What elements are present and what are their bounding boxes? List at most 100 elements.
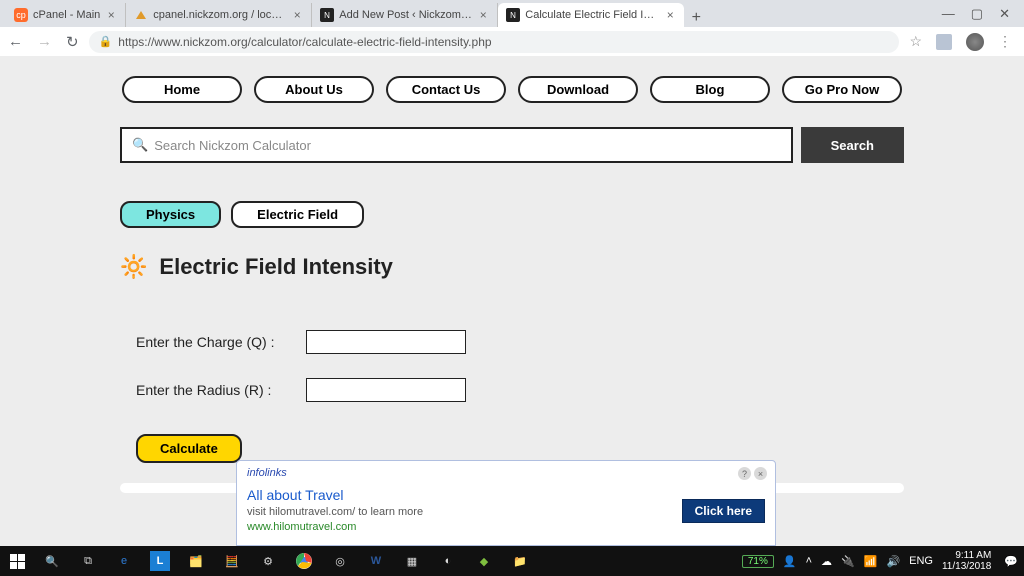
url-text: https://www.nickzom.org/calculator/calcu…: [118, 35, 491, 49]
ad-panel: infolinks ? × All about Travel visit hil…: [236, 460, 776, 546]
extension-icon[interactable]: [936, 34, 952, 50]
search-input[interactable]: 🔍 Search Nickzom Calculator: [120, 127, 793, 163]
charge-input[interactable]: [306, 330, 466, 354]
taskbar-settings-icon[interactable]: ⚙: [250, 546, 286, 576]
ad-brand: infolinks: [247, 467, 765, 479]
page-body: Home About Us Contact Us Download Blog G…: [0, 56, 1024, 546]
search-button[interactable]: Search: [801, 127, 904, 163]
tray-up-icon[interactable]: ˄: [806, 555, 812, 567]
tray-time: 9:11 AM: [942, 550, 991, 561]
windows-taskbar: 🔍 ⧉ e L 🗂️ 🧮 ⚙ ◎ W ▦ ◐ ◆ 📁 71% 👤 ˄ ☁ 🔌 📶…: [0, 546, 1024, 576]
taskbar-app-icon[interactable]: L: [150, 551, 170, 571]
tray-volume-icon[interactable]: 🔊: [886, 555, 900, 568]
browser-tab-2[interactable]: N Add New Post ‹ Nickzom Blog — ×: [312, 3, 498, 27]
sun-icon: 🔆: [120, 254, 147, 280]
ad-info-icon[interactable]: ?: [738, 467, 751, 480]
wordpress-icon: N: [320, 8, 334, 22]
calc-form: Enter the Charge (Q) : Enter the Radius …: [112, 330, 912, 463]
tray-cloud-icon[interactable]: ☁: [821, 555, 832, 568]
forward-button[interactable]: →: [37, 33, 52, 50]
browser-tab-0[interactable]: cp cPanel - Main ×: [6, 3, 126, 27]
profile-avatar[interactable]: [966, 33, 984, 51]
bookmark-icon[interactable]: ☆: [909, 33, 922, 50]
taskbar-app2-icon[interactable]: ◎: [322, 546, 358, 576]
ad-close-icon[interactable]: ×: [754, 467, 767, 480]
tab-title: Add New Post ‹ Nickzom Blog —: [339, 9, 472, 21]
taskbar-calculator-icon[interactable]: 🧮: [214, 546, 250, 576]
svg-text:N: N: [324, 11, 330, 20]
search-row: 🔍 Search Nickzom Calculator Search: [112, 127, 912, 163]
ad-controls: ? ×: [738, 467, 767, 480]
cpanel-icon: cp: [14, 8, 28, 22]
tab-title: cpanel.nickzom.org / localhost |: [153, 9, 286, 21]
reload-button[interactable]: ↻: [66, 33, 79, 51]
maximize-button[interactable]: ▢: [971, 6, 983, 22]
taskbar-app6-icon[interactable]: 📁: [502, 546, 538, 576]
nav-about[interactable]: About Us: [254, 76, 374, 103]
taskbar-chrome-icon[interactable]: [286, 546, 322, 576]
taskbar-edge-icon[interactable]: e: [106, 546, 142, 576]
main-nav: Home About Us Contact Us Download Blog G…: [112, 76, 912, 103]
taskbar-word-icon[interactable]: W: [358, 546, 394, 576]
close-icon[interactable]: ×: [291, 9, 303, 21]
taskbar-search-icon[interactable]: 🔍: [34, 546, 70, 576]
svg-text:cp: cp: [16, 10, 26, 20]
tab-title: cPanel - Main: [33, 9, 100, 21]
tray-people-icon[interactable]: 👤: [783, 555, 797, 568]
close-icon[interactable]: ×: [664, 9, 676, 21]
breadcrumb-physics[interactable]: Physics: [120, 201, 221, 228]
nav-gopro[interactable]: Go Pro Now: [782, 76, 902, 103]
page-title: Electric Field Intensity: [159, 254, 393, 280]
tray-lang[interactable]: ENG: [909, 555, 933, 567]
browser-toolbar: ← → ↻ 🔒 https://www.nickzom.org/calculat…: [0, 27, 1024, 56]
browser-tab-1[interactable]: cpanel.nickzom.org / localhost | ×: [126, 3, 312, 27]
radius-input[interactable]: [306, 378, 466, 402]
toolbar-right: ☆ ⋮: [909, 33, 1016, 51]
minimize-button[interactable]: —: [942, 6, 955, 21]
taskbar-app5-icon[interactable]: ◆: [466, 546, 502, 576]
browser-chrome: cp cPanel - Main × cpanel.nickzom.org / …: [0, 0, 1024, 56]
breadcrumb-electric-field[interactable]: Electric Field: [231, 201, 364, 228]
tab-title: Calculate Electric Field Intensity |: [525, 9, 659, 21]
charge-label: Enter the Charge (Q) :: [136, 334, 286, 350]
menu-button[interactable]: ⋮: [998, 33, 1012, 50]
close-icon[interactable]: ×: [477, 9, 489, 21]
browser-tab-3[interactable]: N Calculate Electric Field Intensity | ×: [498, 3, 684, 27]
window-controls: — ▢ ✕: [928, 0, 1024, 27]
page-title-row: 🔆 Electric Field Intensity: [112, 254, 912, 280]
start-button[interactable]: [0, 546, 34, 576]
tray-power-icon[interactable]: 🔌: [841, 555, 855, 568]
address-bar[interactable]: 🔒 https://www.nickzom.org/calculator/cal…: [89, 31, 900, 53]
nav-home[interactable]: Home: [122, 76, 242, 103]
nav-blog[interactable]: Blog: [650, 76, 770, 103]
radius-label: Enter the Radius (R) :: [136, 382, 286, 398]
back-button[interactable]: ←: [8, 33, 23, 50]
search-icon: 🔍: [132, 137, 148, 153]
taskbar-app4-icon[interactable]: ◐: [430, 546, 466, 576]
taskbar-explorer-icon[interactable]: 🗂️: [178, 546, 214, 576]
tab-strip: cp cPanel - Main × cpanel.nickzom.org / …: [0, 0, 1024, 27]
nav-download[interactable]: Download: [518, 76, 638, 103]
taskbar-taskview-icon[interactable]: ⧉: [70, 546, 106, 576]
nav-contact[interactable]: Contact Us: [386, 76, 506, 103]
new-tab-button[interactable]: +: [684, 9, 708, 27]
windows-icon: [10, 554, 25, 569]
calculate-button[interactable]: Calculate: [136, 434, 242, 463]
lock-icon: 🔒: [99, 35, 113, 48]
ad-cta-button[interactable]: Click here: [682, 499, 765, 523]
site-icon: N: [506, 8, 520, 22]
search-placeholder: Search Nickzom Calculator: [154, 138, 311, 153]
tray-wifi-icon[interactable]: 📶: [864, 555, 878, 568]
svg-text:N: N: [510, 11, 516, 20]
close-icon[interactable]: ×: [105, 9, 117, 21]
tray-date: 11/13/2018: [942, 561, 991, 572]
tray-notifications-icon[interactable]: 💬: [1004, 555, 1018, 568]
taskbar-app3-icon[interactable]: ▦: [394, 546, 430, 576]
tray-clock[interactable]: 9:11 AM 11/13/2018: [942, 550, 995, 572]
breadcrumb: Physics Electric Field: [112, 201, 912, 228]
nav-icons: ← → ↻: [8, 33, 79, 51]
battery-indicator[interactable]: 71%: [742, 555, 774, 568]
phpmyadmin-icon: [134, 8, 148, 22]
close-window-button[interactable]: ✕: [999, 6, 1010, 22]
system-tray: 71% 👤 ˄ ☁ 🔌 📶 🔊 ENG 9:11 AM 11/13/2018 💬: [736, 550, 1024, 572]
